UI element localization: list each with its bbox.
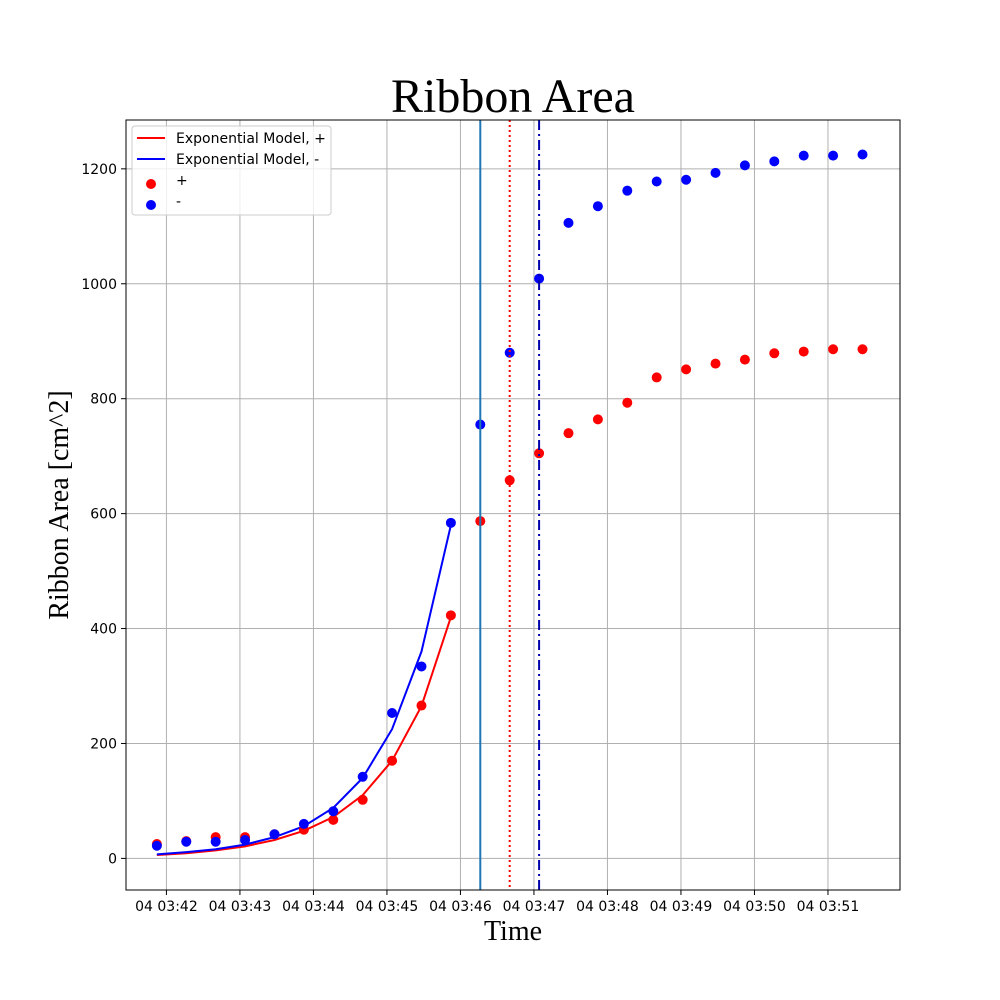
- plot-frame: [125, 119, 901, 891]
- x-tick-label: 04 03:45: [356, 899, 419, 915]
- x-tick-label: 04 03:48: [576, 899, 639, 915]
- data-point: [681, 174, 692, 185]
- data-point: [592, 414, 603, 425]
- data-point: [563, 428, 574, 439]
- y-tick-label: 400: [90, 622, 117, 638]
- data-point: [769, 156, 780, 167]
- data-point: [504, 347, 515, 358]
- data-point: [387, 755, 398, 766]
- legend: Exponential Model, + Exponential Model, -…: [131, 125, 332, 216]
- data-point: [240, 835, 251, 846]
- x-tick-label: 04 03:50: [723, 899, 786, 915]
- legend-entry-label: -: [176, 194, 181, 210]
- data-point: [798, 346, 809, 357]
- legend-entry-label: +: [176, 173, 188, 189]
- data-point: [651, 372, 662, 383]
- data-point: [445, 610, 456, 621]
- data-point: [857, 149, 868, 160]
- y-axis: 0 200 400 600 800 1000 1200: [81, 162, 126, 867]
- data-point: [298, 818, 309, 829]
- x-tick-label: 04 03:43: [209, 899, 272, 915]
- data-point: [357, 771, 368, 782]
- x-axis: 04 03:42 04 03:43 04 03:44 04 03:45 04 03:46…: [135, 890, 859, 915]
- x-tick-label: 04 03:51: [797, 899, 860, 915]
- data-point: [269, 829, 280, 840]
- x-axis-label: Time: [484, 916, 542, 947]
- data-point: [710, 358, 721, 369]
- x-tick-label: 04 03:44: [282, 899, 345, 915]
- y-tick-label: 1200: [81, 162, 117, 178]
- plot-area: [151, 120, 868, 890]
- data-point: [210, 836, 221, 847]
- data-point: [357, 794, 368, 805]
- data-point: [563, 217, 574, 228]
- data-point: [739, 160, 750, 171]
- y-tick-label: 600: [90, 507, 117, 523]
- data-point: [416, 661, 427, 672]
- grid: [126, 120, 900, 890]
- data-point: [769, 348, 780, 359]
- x-tick-label: 04 03:49: [650, 899, 713, 915]
- data-point: [534, 273, 545, 284]
- legend-box: [131, 125, 332, 216]
- y-tick-label: 200: [90, 736, 117, 752]
- data-point: [534, 448, 545, 459]
- data-point: [592, 201, 603, 212]
- data-point: [387, 708, 398, 719]
- data-point: [798, 150, 809, 161]
- x-tick-label: 04 03:47: [503, 899, 566, 915]
- y-tick-label: 0: [108, 851, 117, 867]
- data-point: [651, 176, 662, 187]
- chart-title: Ribbon Area: [391, 70, 635, 123]
- data-point: [328, 814, 339, 825]
- data-point: [828, 344, 839, 355]
- data-point: [151, 840, 162, 851]
- y-axis-label: Ribbon Area [cm^2]: [44, 390, 75, 619]
- legend-marker-swatch: [146, 200, 156, 210]
- model-line: [156, 524, 452, 856]
- y-tick-label: 1000: [81, 277, 117, 293]
- data-point: [710, 167, 721, 178]
- data-point: [739, 354, 750, 365]
- data-point: [328, 806, 339, 817]
- x-tick-label: 04 03:46: [429, 899, 492, 915]
- x-tick-label: 04 03:42: [135, 899, 198, 915]
- data-point: [622, 185, 633, 196]
- legend-entry-label: Exponential Model, -: [176, 152, 319, 168]
- legend-entry-label: Exponential Model, +: [176, 131, 326, 147]
- legend-marker-swatch: [146, 179, 156, 189]
- y-tick-label: 800: [90, 392, 117, 408]
- data-point: [857, 344, 868, 355]
- data-point: [828, 150, 839, 161]
- data-point: [416, 700, 427, 711]
- data-point: [445, 517, 456, 528]
- data-point: [681, 364, 692, 375]
- data-point: [622, 397, 633, 408]
- data-point: [181, 836, 192, 847]
